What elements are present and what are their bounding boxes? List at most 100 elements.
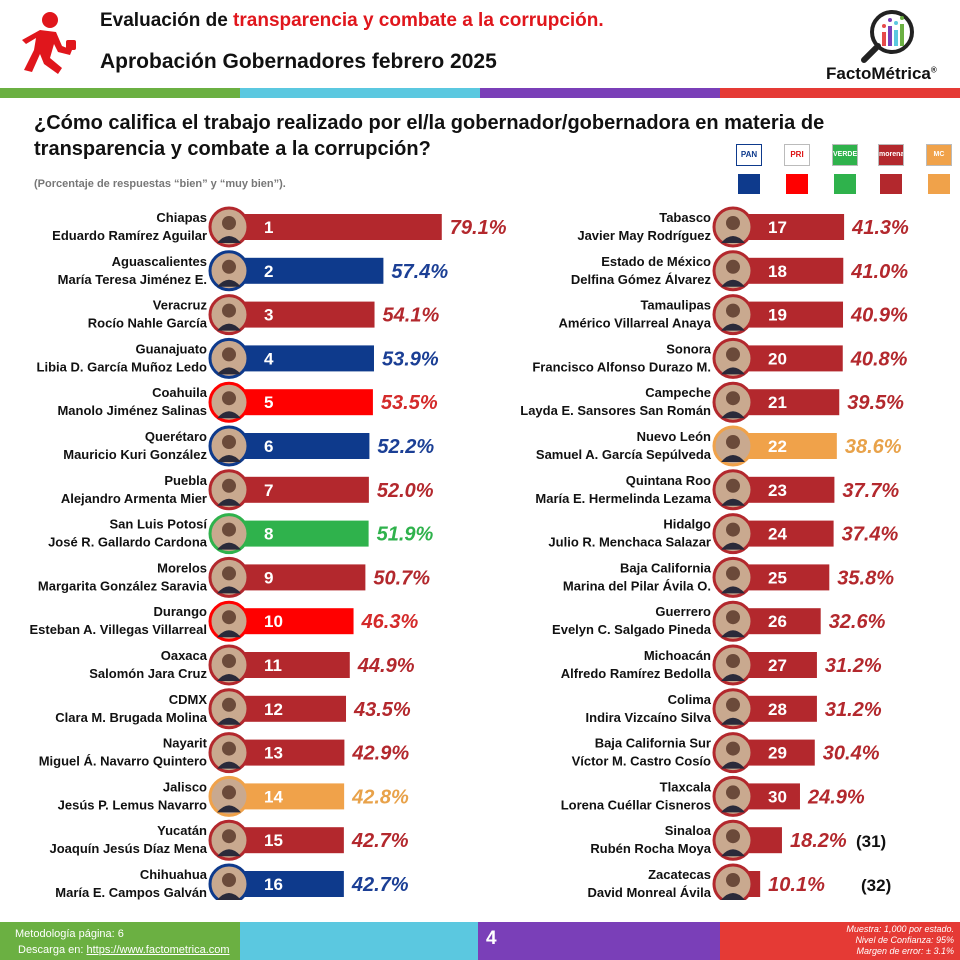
download-link[interactable]: https://www.factometrica.com xyxy=(86,944,230,956)
avatar-face xyxy=(222,347,236,362)
governor-name: David Monreal Ávila xyxy=(587,885,711,900)
ranking-chart: 1 79.1% Chiapas Eduardo Ramírez Aguilar 2 57.… xyxy=(29,206,909,900)
avatar-body xyxy=(217,411,241,419)
avatar-body xyxy=(217,279,241,287)
download-label: Descarga en: xyxy=(18,944,87,956)
state-name: Sonora xyxy=(666,341,712,356)
state-name: Guerrero xyxy=(655,604,711,619)
avatar-body xyxy=(217,542,241,550)
avatar-face xyxy=(726,303,740,318)
page-number: 4 xyxy=(486,928,497,949)
value-label: 50.7% xyxy=(373,567,430,589)
rank-number: 28 xyxy=(768,700,787,719)
state-name: Chiapas xyxy=(156,210,207,225)
value-label: 35.8% xyxy=(837,567,894,589)
state-name: Morelos xyxy=(157,560,207,575)
avatar-face xyxy=(222,435,236,449)
bar-9 xyxy=(229,564,366,591)
rank-number: 17 xyxy=(768,218,787,237)
governor-name: Esteban A. Villegas Villarreal xyxy=(29,622,207,637)
governor-name: Indira Vizcaíno Silva xyxy=(586,710,712,725)
rank-number: 5 xyxy=(264,393,273,412)
state-name: Baja California xyxy=(620,560,712,575)
avatar-face xyxy=(222,741,236,756)
legend-swatch-mc xyxy=(928,174,950,194)
bar-3 xyxy=(229,301,375,328)
value-label: 32.6% xyxy=(829,611,886,633)
avatar-body xyxy=(721,586,745,594)
avatar-body xyxy=(217,498,241,506)
avatar-body xyxy=(721,630,745,638)
footer-green xyxy=(0,922,240,960)
avatar-face xyxy=(222,478,236,493)
governor-name: Víctor M. Castro Cosío xyxy=(572,754,711,769)
bar-7 xyxy=(229,476,369,503)
rank-number: 11 xyxy=(264,656,282,675)
survey-question: ¿Cómo califica el trabajo realizado por … xyxy=(34,112,825,160)
avatar-face xyxy=(726,566,740,581)
rank-number: 4 xyxy=(264,349,274,368)
governor-name: Delfina Gómez Álvarez xyxy=(571,272,712,287)
avatar-body xyxy=(721,805,745,813)
governor-name: José R. Gallardo Cardona xyxy=(48,535,208,550)
value-label: 79.1% xyxy=(450,217,507,239)
rank-number: 27 xyxy=(768,656,787,675)
page-subtitle: Aprobación Gobernadores febrero 2025 xyxy=(100,50,497,73)
rank-number: 12 xyxy=(264,700,283,719)
value-label: 53.5% xyxy=(381,392,438,414)
value-label: 42.7% xyxy=(351,874,409,896)
avatar-body xyxy=(217,586,241,594)
rank-number: 1 xyxy=(264,218,273,237)
avatar-face xyxy=(222,697,236,712)
state-name: Quintana Roo xyxy=(626,473,711,488)
governor-name: Clara M. Brugada Molina xyxy=(55,710,207,725)
value-label: 51.9% xyxy=(377,524,434,546)
value-label: 42.8% xyxy=(351,786,409,808)
state-name: Campeche xyxy=(645,385,711,400)
value-label: 42.7% xyxy=(351,830,409,852)
avatar-body xyxy=(721,367,745,375)
governor-name: María Teresa Jiménez E. xyxy=(58,272,207,287)
rank-number: 2 xyxy=(264,262,273,281)
avatar-body xyxy=(217,805,241,813)
avatar-face xyxy=(726,654,740,668)
avatar-body xyxy=(721,323,745,331)
governor-name: Américo Villarreal Anaya xyxy=(559,316,712,331)
brand-mark: ® xyxy=(930,65,937,75)
legend-swatch-pri xyxy=(786,174,808,194)
avatar-body xyxy=(721,279,745,287)
rank-number: 14 xyxy=(264,787,283,806)
title-highlight: transparencia y combate a la corrupción. xyxy=(233,10,604,31)
value-label: 57.4% xyxy=(391,261,448,283)
magnifier-chart-icon xyxy=(861,10,914,63)
value-label: 40.9% xyxy=(850,305,908,327)
rank-number: 9 xyxy=(264,568,273,587)
footer-cyan xyxy=(240,922,478,960)
legend-swatch-morena xyxy=(880,174,902,194)
bar-2 xyxy=(229,257,384,284)
sample-size: Muestra: 1,000 por estado. xyxy=(846,924,954,934)
avatar-face xyxy=(726,610,740,625)
avatar-face xyxy=(726,435,740,449)
rank-number: 20 xyxy=(768,349,787,368)
state-name: Tabasco xyxy=(659,210,711,225)
state-name: Nuevo León xyxy=(637,429,711,444)
avatar-body xyxy=(217,893,241,900)
governor-name: Eduardo Ramírez Aguilar xyxy=(52,228,207,243)
legend-logo-verde: VERDE xyxy=(832,144,858,166)
rank-number: 6 xyxy=(264,437,273,456)
avatar-face xyxy=(222,654,236,668)
avatar-face xyxy=(222,303,236,318)
governor-name: Rubén Rocha Moya xyxy=(590,841,711,856)
value-label: 42.9% xyxy=(351,743,409,765)
footer-red xyxy=(720,922,960,960)
state-name: Tamaulipas xyxy=(640,298,711,313)
brand-label: FactoMétrica xyxy=(826,64,931,83)
avatar-face xyxy=(222,216,236,230)
avatar-body xyxy=(217,717,241,725)
state-name: Estado de México xyxy=(601,254,711,269)
bar-1 xyxy=(229,214,442,240)
avatar-body xyxy=(721,455,745,462)
bar-5 xyxy=(229,389,373,416)
avatar-body xyxy=(721,893,745,900)
